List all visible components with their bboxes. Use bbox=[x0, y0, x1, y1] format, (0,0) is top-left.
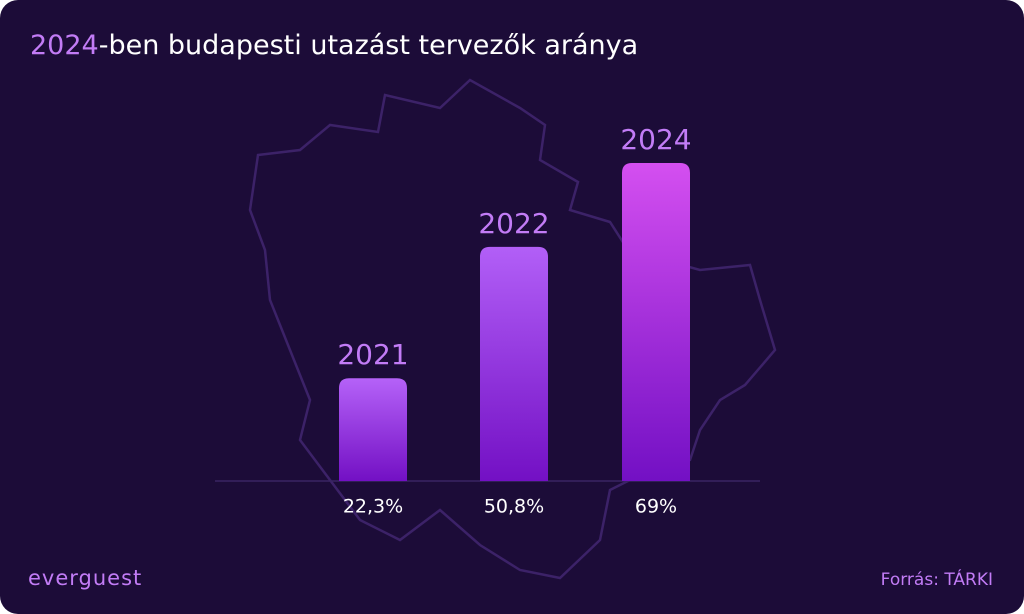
bar bbox=[480, 246, 548, 481]
title-highlight: 2024 bbox=[30, 30, 99, 61]
logo: everguest bbox=[28, 566, 142, 590]
value-label: 50,8% bbox=[484, 496, 544, 518]
category-label: 2024 bbox=[620, 123, 691, 156]
title-rest: -ben budapesti utazást tervezők aránya bbox=[99, 30, 638, 61]
bar bbox=[339, 378, 407, 481]
value-label: 69% bbox=[635, 496, 677, 518]
category-label: 2021 bbox=[337, 338, 408, 371]
bar bbox=[622, 163, 690, 481]
map-outline bbox=[248, 78, 777, 580]
category-label: 2022 bbox=[478, 207, 549, 240]
chart-title: 2024-ben budapesti utazást tervezők arán… bbox=[30, 30, 638, 61]
source: Forrás: TÁRKI bbox=[881, 568, 993, 590]
value-label: 22,3% bbox=[343, 496, 403, 518]
